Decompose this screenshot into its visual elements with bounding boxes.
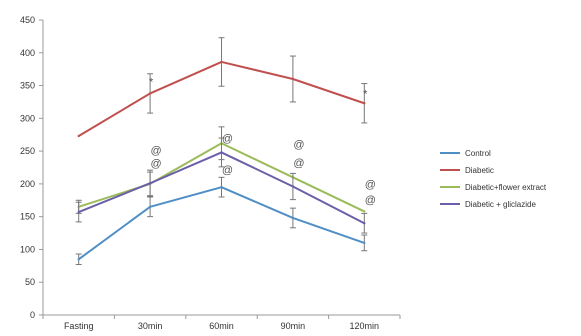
data-point [363,241,366,245]
series-group [75,176,368,266]
series-lines [75,37,368,266]
y-tick-label: 250 [20,146,35,156]
y-tick-label: 100 [20,244,35,254]
x-tick-label: 120min [350,321,380,331]
y-tick-label: 150 [20,212,35,222]
significance-markers: **@@@@@@@@ [149,77,376,207]
annotation-mark: @ [293,139,304,151]
axes [42,20,400,316]
annotation-mark: @ [151,145,162,157]
data-point [148,182,152,185]
annotation-mark: @ [222,164,233,176]
annotation-mark: @ [293,157,304,169]
legend: Control Diabetic Diabetic+flower extract Di… [440,149,547,209]
data-point [291,185,295,188]
x-tick-label: 60min [209,321,234,331]
y-tick-label: 450 [20,15,35,25]
annotation-mark: @ [365,179,376,191]
data-point [220,185,223,189]
data-point [220,60,223,64]
legend-label: Diabetic [465,166,494,175]
tick-labels: 0 50 100 150 200 250 300 350 400 450 Fasting 30min 6… [20,15,401,331]
data-point [363,222,366,225]
annotation-mark: @ [151,158,162,170]
data-point [220,151,223,154]
data-point [148,92,152,95]
annotation-mark: @ [365,195,376,207]
data-point [77,210,80,214]
legend-label: Diabetic + gliclazide [465,200,536,209]
x-tick-label: Fasting [64,321,94,331]
annotation-mark: * [363,88,368,100]
x-tick-label: 30min [138,321,163,331]
data-point [148,205,152,209]
data-point [363,102,366,105]
data-point [77,134,80,138]
data-point [291,216,295,220]
series-group [75,137,368,234]
y-tick-label: 200 [20,179,35,189]
data-point [77,258,80,261]
y-tick-label: 300 [20,113,35,123]
annotation-mark: * [149,77,154,89]
series-group [77,37,368,138]
y-tick-label: 0 [30,310,35,320]
y-tick-label: 50 [25,277,35,287]
series-line [78,186,365,261]
legend-label: Diabetic+flower extract [465,183,547,192]
legend-label: Control [465,149,491,158]
data-point [291,77,295,81]
data-point [363,210,366,213]
y-tick-label: 400 [20,48,35,58]
y-tick-label: 350 [20,81,35,91]
annotation-mark: @ [222,133,233,145]
x-tick-label: 90min [281,321,306,331]
